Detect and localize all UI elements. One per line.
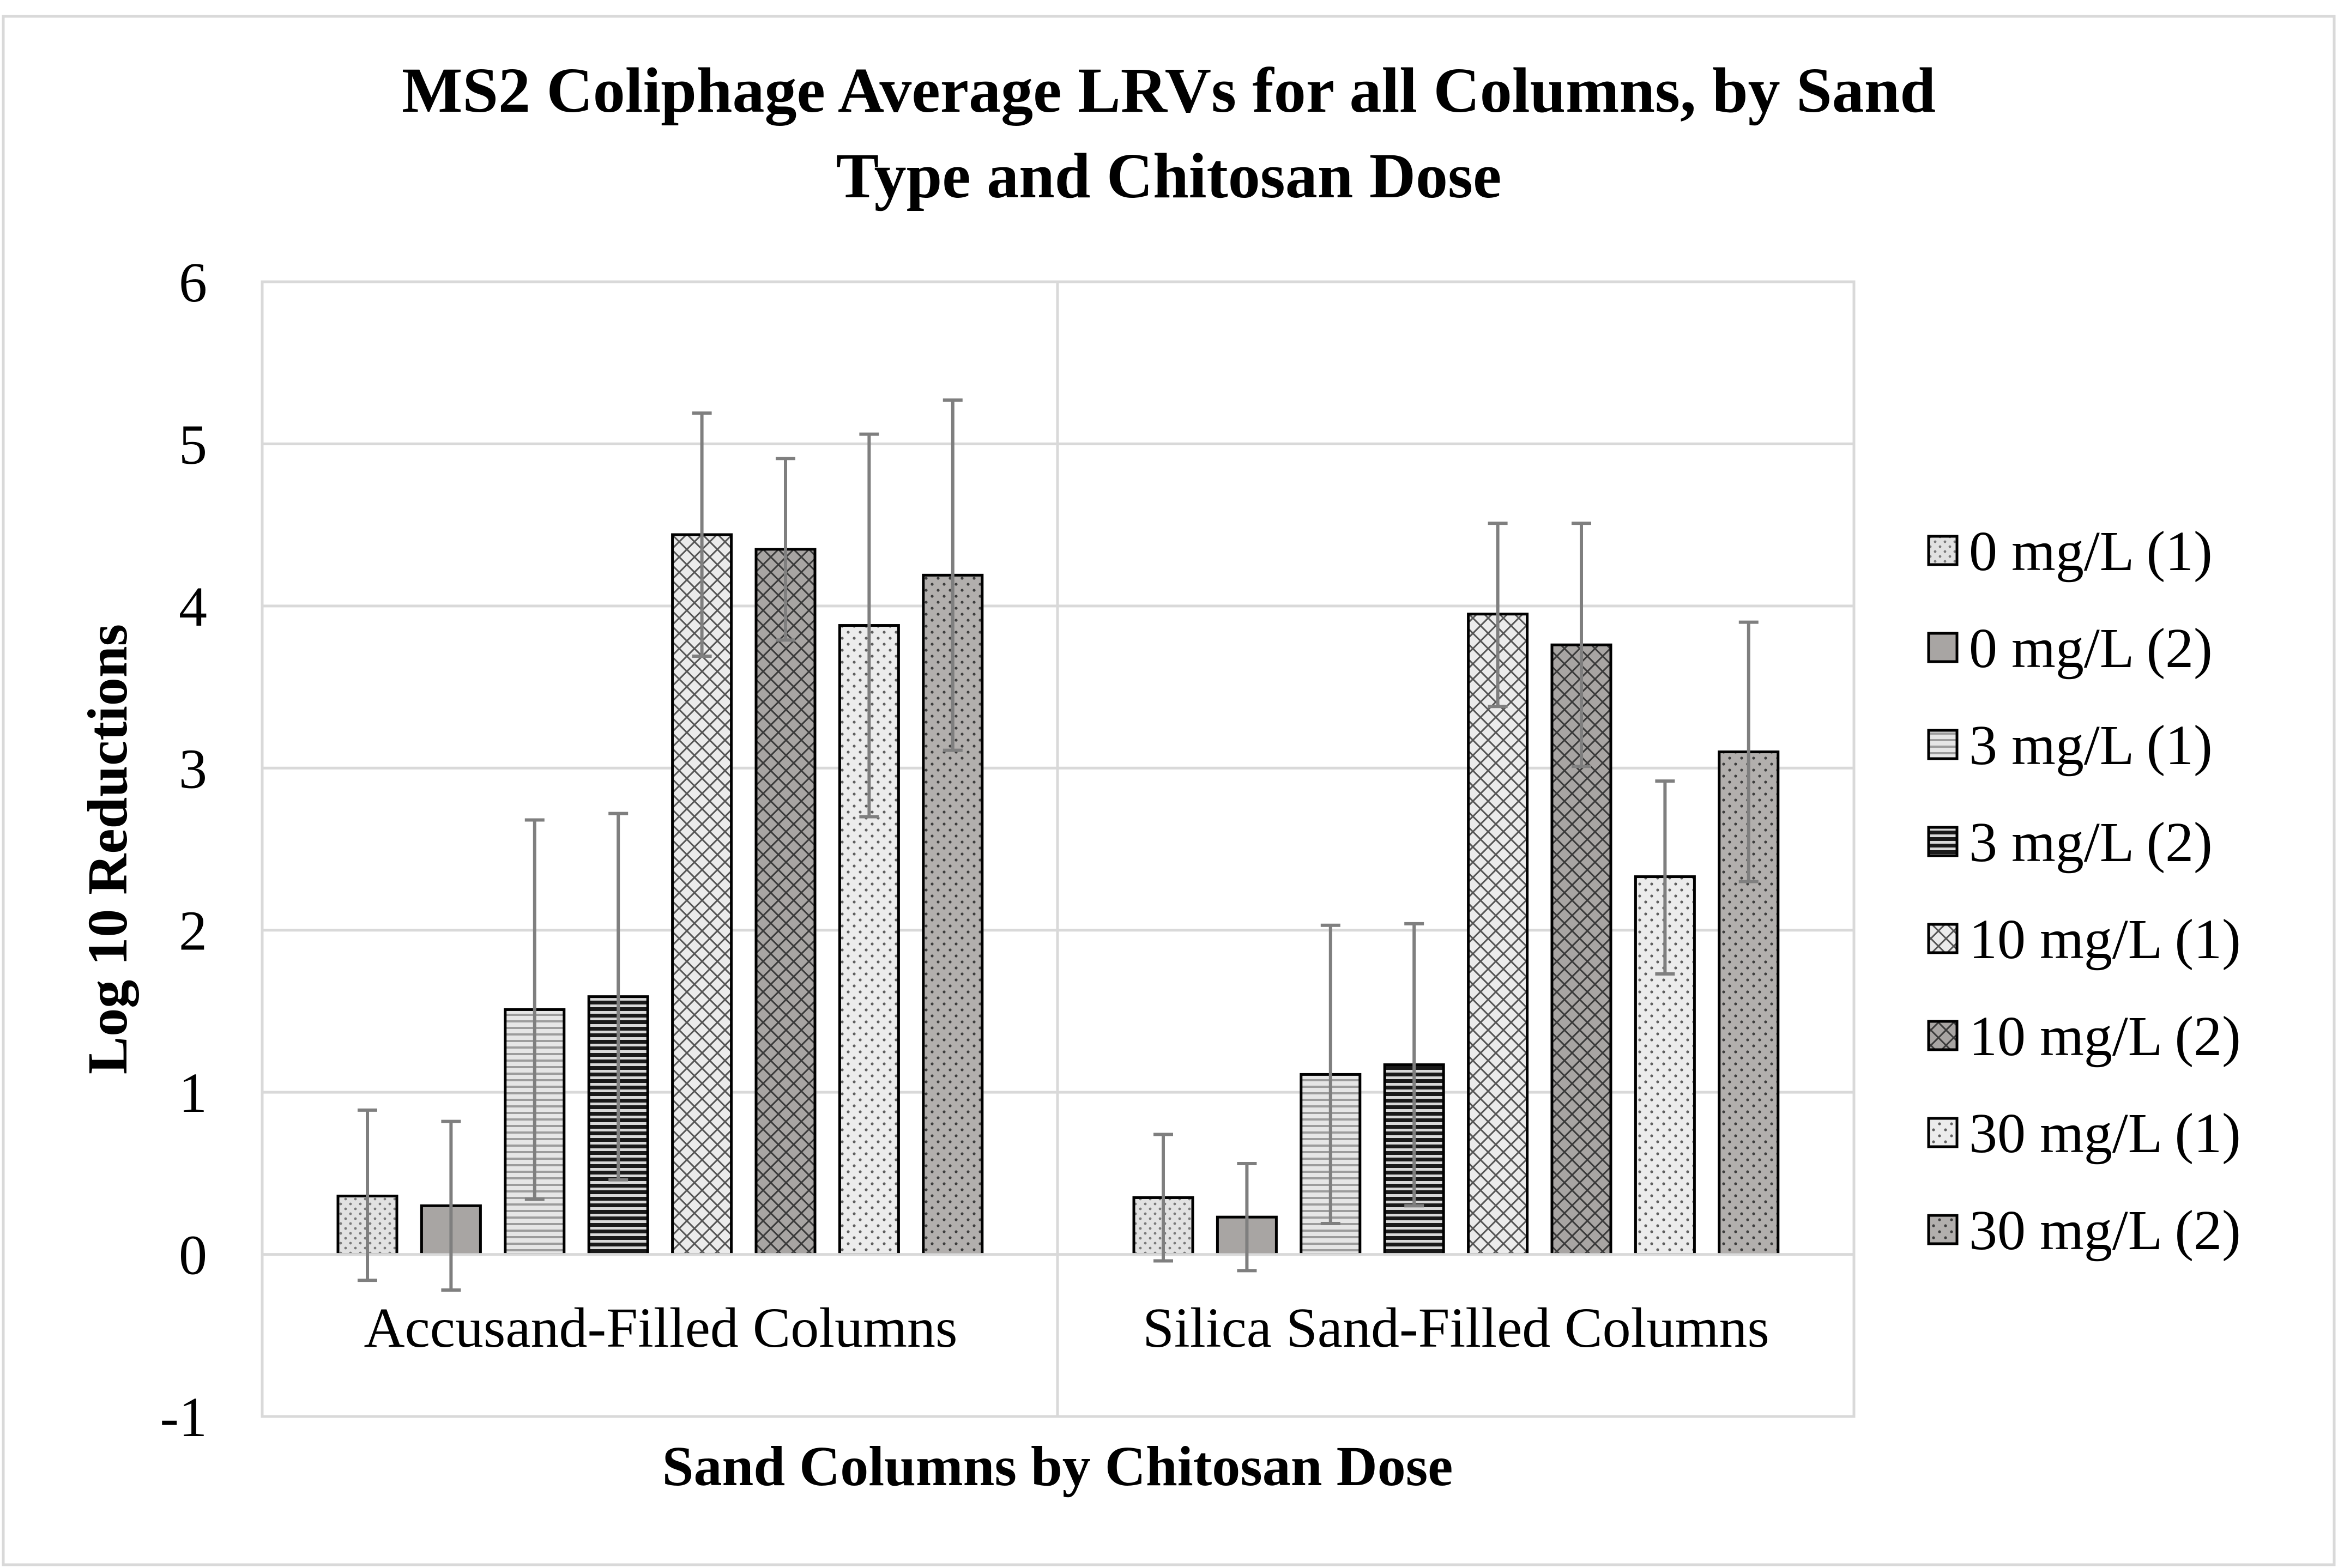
legend-swatch <box>1927 535 1959 566</box>
chart-border <box>2 15 2336 1566</box>
legend-swatch <box>1927 632 1959 663</box>
y-tick-label: 5 <box>179 413 207 476</box>
y-tick-label: 1 <box>179 1062 207 1124</box>
category-label-accusand: Accusand-Filled Columns <box>364 1297 957 1359</box>
legend-label: 3 mg/L (1) <box>1969 714 2213 777</box>
legend-label: 30 mg/L (1) <box>1969 1102 2241 1165</box>
x-axis-title: Sand Columns by Chitosan Dose <box>662 1435 1453 1498</box>
chart-title-line-1: MS2 Coliphage Average LRVs for all Colum… <box>402 55 1936 126</box>
error-bars <box>358 398 1759 1292</box>
legend-swatch <box>1927 1020 1959 1051</box>
legend-label: 10 mg/L (2) <box>1969 1005 2241 1068</box>
y-tick-label: -1 <box>160 1386 207 1449</box>
y-tick-label: 3 <box>179 737 207 800</box>
y-tick-label: 6 <box>179 251 207 314</box>
legend-swatch <box>1927 729 1959 760</box>
legend: 0 mg/L (1) 0 mg/L (2) 3 mg/L (1) 3 mg/L (2)… <box>1927 520 2241 1262</box>
y-tick-label: 2 <box>179 900 207 962</box>
legend-swatch <box>1927 1214 1959 1245</box>
y-tick-label: 4 <box>179 576 207 638</box>
legend-label: 0 mg/L (2) <box>1969 617 2213 680</box>
legend-label: 0 mg/L (1) <box>1969 520 2213 583</box>
bar <box>754 548 817 1256</box>
y-tick-label: 0 <box>179 1224 207 1287</box>
bar <box>1467 613 1529 1256</box>
legend-swatch <box>1927 1117 1959 1148</box>
legend-swatch <box>1927 923 1959 954</box>
legend-label: 3 mg/L (2) <box>1969 811 2213 874</box>
category-label-silica: Silica Sand-Filled Columns <box>1143 1297 1769 1359</box>
chart-title-line-2: Type and Chitosan Dose <box>836 140 1502 211</box>
legend-label: 30 mg/L (2) <box>1969 1199 2241 1262</box>
legend-label: 10 mg/L (1) <box>1969 908 2241 971</box>
y-axis-tick-labels: 6 5 4 3 2 1 0 -1 <box>160 251 207 1449</box>
legend-swatch <box>1927 826 1959 857</box>
y-axis-title: Log 10 Reductions <box>76 624 139 1074</box>
